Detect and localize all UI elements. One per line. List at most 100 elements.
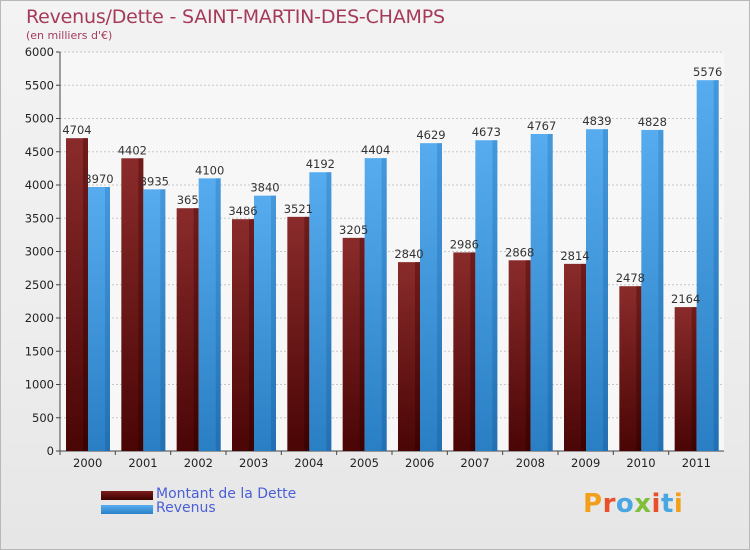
data-label-dette: 2868 — [505, 245, 534, 259]
y-tick-label: 6000 — [25, 45, 54, 59]
bar-revenus — [641, 129, 664, 452]
data-label-dette: 3486 — [228, 204, 257, 218]
bar-revenus-shade — [381, 158, 387, 451]
logo-letter: P — [583, 489, 603, 519]
data-label-revenus: 4629 — [416, 128, 445, 142]
logo-letter: i — [651, 489, 661, 519]
bar-revenus-shade — [547, 133, 553, 451]
x-tick-label: 2008 — [516, 456, 545, 470]
bar-dette-shade — [138, 158, 144, 451]
x-tick-label: 2002 — [184, 456, 213, 470]
y-tick-label: 3000 — [25, 245, 54, 259]
x-tick-label: 2000 — [73, 456, 102, 470]
bar-dette-shade — [525, 260, 531, 451]
y-tick-label: 4500 — [25, 145, 54, 159]
logo-letter: i — [673, 489, 684, 519]
data-label-revenus: 4767 — [527, 119, 556, 133]
bar-dette — [398, 262, 420, 451]
y-tick-label: 4000 — [25, 178, 54, 192]
data-label-revenus: 4673 — [472, 125, 501, 139]
bar-revenus — [309, 172, 332, 451]
data-labels: 4704 3970 4402 3935 365 4100 3486 3840 3521 4192 3… — [62, 65, 722, 306]
bar-revenus — [198, 178, 221, 451]
y-tick-label: 500 — [32, 411, 54, 425]
y-tick-label: 0 — [47, 444, 54, 458]
bar-dette — [287, 216, 310, 451]
axes: 0 500 1000 1500 2000 2500 3000 3500 4000 4500 5000… — [25, 45, 724, 470]
bar-dette — [176, 208, 199, 451]
legend-label-revenus: Revenus — [156, 500, 216, 516]
bar-revenus — [420, 143, 442, 451]
data-label-revenus: 3970 — [84, 172, 113, 186]
y-tick-label: 3500 — [25, 211, 54, 225]
legend-label-dette: Montant de la Dette — [156, 486, 297, 502]
bar-dette — [619, 286, 642, 451]
data-label-dette: 2814 — [560, 249, 589, 263]
data-label-dette: 3521 — [284, 202, 313, 216]
bar-dette-shade — [415, 262, 420, 451]
data-label-revenus: 4828 — [638, 115, 667, 129]
data-label-revenus: 4404 — [361, 143, 390, 157]
bar-dette-shade — [249, 219, 254, 451]
bar-dette-shade — [636, 286, 642, 451]
bar-dette — [508, 260, 531, 451]
bar-revenus-shade — [160, 189, 166, 451]
logo-letter: t — [660, 489, 674, 519]
bar-revenus-shade — [603, 129, 608, 452]
bar-dette-shade — [581, 263, 586, 451]
data-label-revenus: 4100 — [195, 163, 224, 177]
data-label-dette: 365 — [177, 193, 199, 207]
bar-dette — [121, 158, 144, 451]
bar-revenus — [475, 140, 498, 452]
x-tick-label: 2001 — [128, 456, 157, 470]
bar-revenus — [254, 195, 276, 451]
x-tick-label: 2010 — [626, 456, 655, 470]
bar-dette — [342, 237, 365, 451]
bar-dette-shade — [691, 307, 697, 451]
chart-title: Revenus/Dette - SAINT-MARTIN-DES-CHAMPS — [26, 6, 445, 28]
legend-swatch-dette — [101, 491, 153, 500]
data-label-revenus: 5576 — [693, 65, 722, 79]
bar-revenus-shade — [658, 129, 664, 452]
bar-dette — [66, 138, 88, 451]
bar-revenus-shade — [713, 80, 719, 452]
bar-revenus — [696, 80, 719, 452]
data-label-dette: 2164 — [671, 292, 700, 306]
data-label-dette: 2840 — [394, 247, 423, 261]
bar-revenus — [586, 129, 608, 452]
bar-dette — [232, 219, 254, 451]
bar-dette — [453, 252, 476, 451]
x-tick-label: 2011 — [682, 456, 711, 470]
chart-subtitle: (en milliers d'€) — [26, 29, 113, 42]
bar-dette-shade — [304, 216, 310, 451]
bar-revenus — [143, 189, 166, 451]
bar-revenus — [364, 158, 387, 451]
bar-revenus-shade — [492, 140, 498, 452]
data-label-dette: 3205 — [339, 223, 368, 237]
bar-dette-shade — [193, 208, 199, 451]
gridlines — [60, 51, 724, 452]
bar-dette — [674, 307, 697, 451]
y-tick-label: 5000 — [25, 112, 54, 126]
x-tick-label: 2005 — [350, 456, 379, 470]
x-tick-label: 2007 — [460, 456, 489, 470]
legend-swatch-revenus — [101, 505, 153, 514]
bar-revenus-shade — [105, 186, 110, 451]
x-tick-label: 2004 — [294, 456, 323, 470]
data-label-revenus: 4192 — [306, 157, 335, 171]
bar-dette — [564, 263, 586, 451]
bar-revenus-shade — [271, 195, 276, 451]
bar-revenus — [530, 133, 553, 451]
logo-letter: x — [634, 489, 652, 519]
y-tick-label: 1500 — [25, 344, 54, 358]
data-label-dette: 4704 — [62, 123, 91, 137]
data-label-revenus: 3840 — [250, 181, 279, 195]
logo-letter: o — [615, 489, 635, 519]
bar-revenus-shade — [215, 178, 221, 451]
bar-dette-shade — [359, 237, 365, 451]
y-tick-label: 2500 — [25, 278, 54, 292]
y-tick-label: 2000 — [25, 311, 54, 325]
bar-revenus — [88, 186, 110, 451]
